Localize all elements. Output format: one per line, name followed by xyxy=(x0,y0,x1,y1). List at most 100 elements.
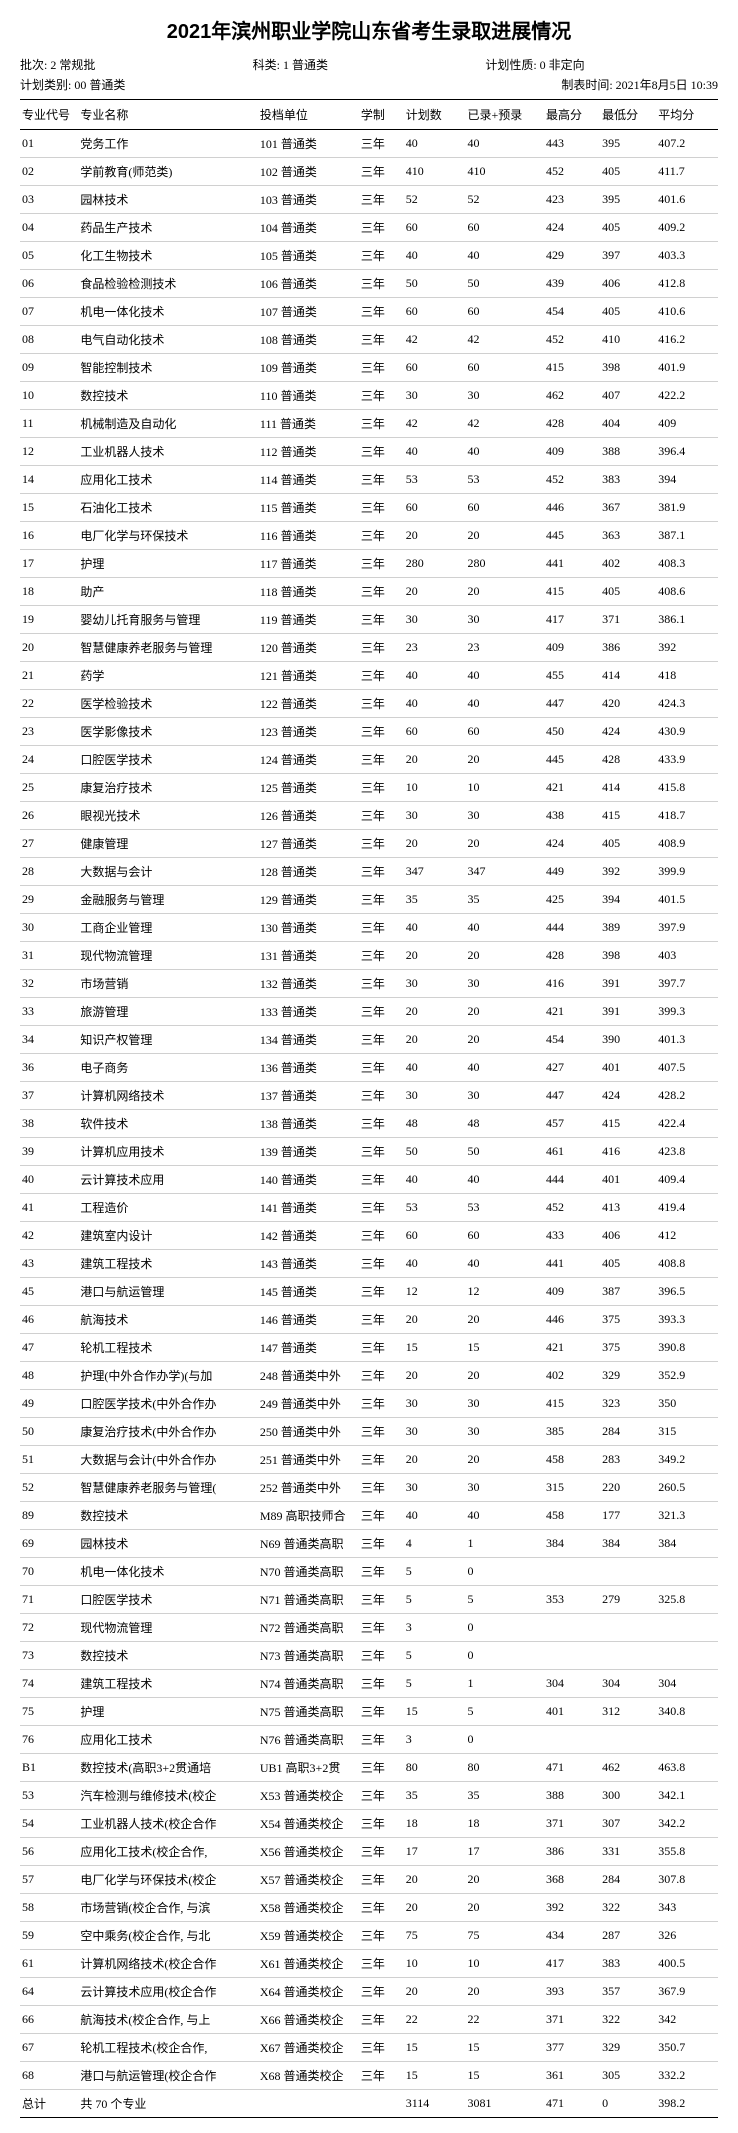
table-cell: 30 xyxy=(404,802,466,830)
table-cell: 三年 xyxy=(359,1474,404,1502)
table-cell: 5 xyxy=(404,1558,466,1586)
table-cell: 21 xyxy=(20,662,78,690)
col-header-avg: 平均分 xyxy=(656,100,718,130)
table-row: 50康复治疗技术(中外合作办250 普通类中外三年3030385284315 xyxy=(20,1418,718,1446)
table-cell: 368 xyxy=(544,1866,600,1894)
table-cell: 三年 xyxy=(359,606,404,634)
table-cell: 27 xyxy=(20,830,78,858)
table-cell: 433.9 xyxy=(656,746,718,774)
table-cell: 385 xyxy=(544,1418,600,1446)
table-cell: 130 普通类 xyxy=(258,914,359,942)
table-cell: 02 xyxy=(20,158,78,186)
table-cell: 450 xyxy=(544,718,600,746)
table-cell: 20 xyxy=(404,830,466,858)
table-row: 47轮机工程技术147 普通类三年1515421375390.8 xyxy=(20,1334,718,1362)
table-cell: X57 普通类校企 xyxy=(258,1866,359,1894)
table-cell: 462 xyxy=(600,1754,656,1782)
table-cell: 66 xyxy=(20,2006,78,2034)
table-cell: 126 普通类 xyxy=(258,802,359,830)
table-cell: 53 xyxy=(465,1194,544,1222)
table-cell: 322 xyxy=(600,1894,656,1922)
table-cell: 35 xyxy=(404,886,466,914)
table-cell: 三年 xyxy=(359,774,404,802)
table-cell: 20 xyxy=(404,998,466,1026)
table-cell: 60 xyxy=(404,298,466,326)
table-cell: 08 xyxy=(20,326,78,354)
table-cell: 405 xyxy=(600,1250,656,1278)
table-cell: 445 xyxy=(544,522,600,550)
table-cell: 410.6 xyxy=(656,298,718,326)
table-cell: 454 xyxy=(544,1026,600,1054)
table-cell: 420 xyxy=(600,690,656,718)
table-cell: 30 xyxy=(465,382,544,410)
table-cell: 工商企业管理 xyxy=(78,914,258,942)
table-cell: 72 xyxy=(20,1614,78,1642)
table-row: 75护理N75 普通类高职三年155401312340.8 xyxy=(20,1698,718,1726)
table-cell: 60 xyxy=(465,1222,544,1250)
table-cell: 三年 xyxy=(359,2034,404,2062)
table-cell: 342 xyxy=(656,2006,718,2034)
table-cell: 三年 xyxy=(359,1866,404,1894)
table-cell: 428 xyxy=(544,410,600,438)
table-cell: 307.8 xyxy=(656,1866,718,1894)
table-cell: 415.8 xyxy=(656,774,718,802)
table-cell: 党务工作 xyxy=(78,130,258,158)
table-cell: 30 xyxy=(465,1390,544,1418)
table-cell: 394 xyxy=(600,886,656,914)
table-cell: 108 普通类 xyxy=(258,326,359,354)
table-cell: 22 xyxy=(20,690,78,718)
table-cell: 409 xyxy=(544,1278,600,1306)
table-cell: 53 xyxy=(404,1194,466,1222)
table-cell: 3 xyxy=(404,1726,466,1754)
table-cell: 15 xyxy=(465,1334,544,1362)
table-total-cell xyxy=(258,2090,359,2118)
table-row: 45港口与航运管理145 普通类三年1212409387396.5 xyxy=(20,1278,718,1306)
table-row: 66航海技术(校企合作, 与上X66 普通类校企三年2222371322342 xyxy=(20,2006,718,2034)
table-cell: 423 xyxy=(544,186,600,214)
table-cell: 409 xyxy=(544,438,600,466)
table-cell: 120 普通类 xyxy=(258,634,359,662)
table-cell: 51 xyxy=(20,1446,78,1474)
table-cell: 三年 xyxy=(359,410,404,438)
table-cell: 07 xyxy=(20,298,78,326)
table-cell: 30 xyxy=(404,1082,466,1110)
table-cell: 智能控制技术 xyxy=(78,354,258,382)
table-cell: 18 xyxy=(404,1810,466,1838)
table-cell: M89 高职技师合 xyxy=(258,1502,359,1530)
table-cell: X59 普通类校企 xyxy=(258,1922,359,1950)
table-cell: 104 普通类 xyxy=(258,214,359,242)
table-cell: 港口与航运管理(校企合作 xyxy=(78,2062,258,2090)
table-cell: 20 xyxy=(465,578,544,606)
table-cell: 42 xyxy=(20,1222,78,1250)
table-cell: 40 xyxy=(404,914,466,942)
table-cell: 406 xyxy=(600,1222,656,1250)
table-cell: 23 xyxy=(465,634,544,662)
table-cell: 428 xyxy=(600,746,656,774)
table-row: 20智慧健康养老服务与管理120 普通类三年2323409386392 xyxy=(20,634,718,662)
table-cell: 424.3 xyxy=(656,690,718,718)
table-row: 15石油化工技术115 普通类三年6060446367381.9 xyxy=(20,494,718,522)
table-cell: 金融服务与管理 xyxy=(78,886,258,914)
table-cell: 138 普通类 xyxy=(258,1110,359,1138)
table-cell: 131 普通类 xyxy=(258,942,359,970)
table-cell: 280 xyxy=(404,550,466,578)
table-cell: 445 xyxy=(544,746,600,774)
table-cell: 392 xyxy=(656,634,718,662)
table-cell: 423.8 xyxy=(656,1138,718,1166)
table-cell: 14 xyxy=(20,466,78,494)
table-cell: 知识产权管理 xyxy=(78,1026,258,1054)
table-cell: 市场营销(校企合作, 与滨 xyxy=(78,1894,258,1922)
col-header-code: 专业代号 xyxy=(20,100,78,130)
table-cell: 建筑工程技术 xyxy=(78,1670,258,1698)
table-cell: 416 xyxy=(600,1138,656,1166)
table-cell: 三年 xyxy=(359,214,404,242)
table-cell: 438 xyxy=(544,802,600,830)
table-cell: 132 普通类 xyxy=(258,970,359,998)
table-cell: 婴幼儿托育服务与管理 xyxy=(78,606,258,634)
table-cell: 护理(中外合作办学)(与加 xyxy=(78,1362,258,1390)
table-cell: 三年 xyxy=(359,1810,404,1838)
table-cell: 12 xyxy=(20,438,78,466)
table-cell: 数控技术(高职3+2贯通培 xyxy=(78,1754,258,1782)
table-cell: 数控技术 xyxy=(78,1502,258,1530)
table-cell: 三年 xyxy=(359,1922,404,1950)
